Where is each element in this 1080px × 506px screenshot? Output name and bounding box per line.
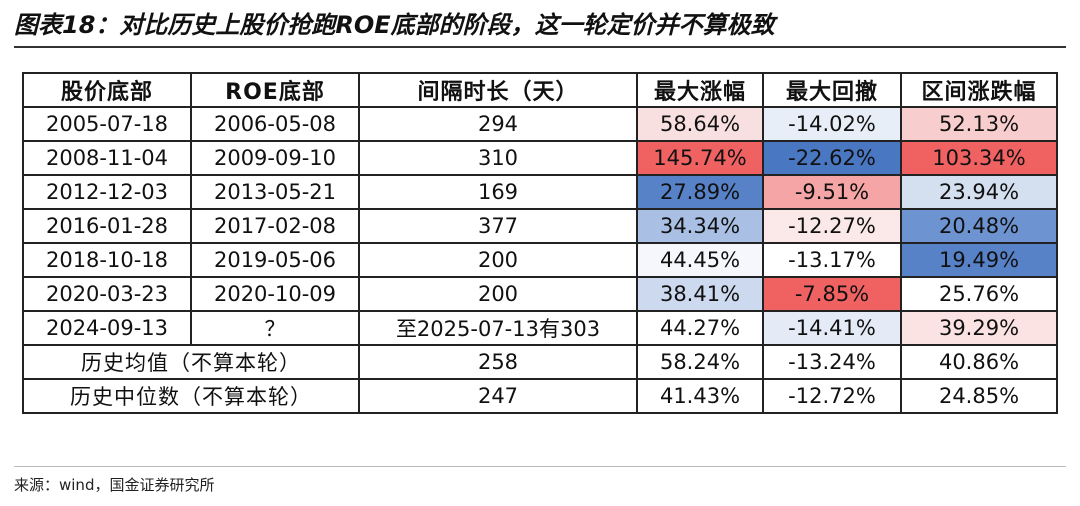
cell-interval: 200: [358, 276, 638, 312]
cell-range-change: 24.85%: [900, 378, 1058, 414]
summary-label: 历史中位数（不算本轮）: [22, 378, 360, 414]
cell-interval: 258: [358, 344, 638, 380]
cell-max-gain: 41.43%: [636, 378, 764, 414]
cell-max-drawdown: -9.51%: [762, 174, 902, 210]
cell-roe-bottom: 2019-05-06: [190, 242, 360, 278]
table-row: 2024-09-13？至2025-07-13有303 44.27% -14.41% 3…: [22, 310, 1058, 346]
header-max-gain: 最大涨幅: [636, 72, 764, 108]
cell-max-gain: 44.45%: [636, 242, 764, 278]
cell-max-gain: 27.89%: [636, 174, 764, 210]
cell-roe-bottom: 2006-05-08: [190, 106, 360, 142]
cell-price-bottom: 2008-11-04: [22, 140, 192, 176]
summary-row: 历史均值（不算本轮） 258 58.24% -13.24% 40.86%: [22, 344, 1058, 380]
table-row: 2012-12-03 2013-05-21 169 27.89% -9.51% 23.94…: [22, 174, 1058, 210]
cell-range-change: 103.34%: [900, 140, 1058, 176]
table-row: 2020-03-23 2020-10-09 200 38.41% -7.85% 25.76…: [22, 276, 1058, 312]
table-row: 2008-11-04 2009-09-10 310 145.74% -22.62% 103…: [22, 140, 1058, 176]
cell-interval: 169: [358, 174, 638, 210]
cell-interval: 294: [358, 106, 638, 142]
cell-interval: 200: [358, 242, 638, 278]
cell-range-change: 19.49%: [900, 242, 1058, 278]
header-range-change: 区间涨跌幅: [900, 72, 1058, 108]
source-note: 来源：wind，国金证券研究所: [14, 476, 215, 494]
cell-max-gain: 34.34%: [636, 208, 764, 244]
table-row: 2005-07-18 2006-05-08 294 58.64% -14.02% 52.1…: [22, 106, 1058, 142]
cell-max-drawdown: -12.72%: [762, 378, 902, 414]
cell-roe-bottom: 2013-05-21: [190, 174, 360, 210]
cell-max-gain: 38.41%: [636, 276, 764, 312]
cell-max-gain: 145.74%: [636, 140, 764, 176]
cell-max-gain: 44.27%: [636, 310, 764, 346]
cell-max-drawdown: -14.02%: [762, 106, 902, 142]
cell-roe-bottom: ？: [190, 310, 360, 346]
cell-price-bottom: 2018-10-18: [22, 242, 192, 278]
summary-label: 历史均值（不算本轮）: [22, 344, 360, 380]
cell-roe-bottom: 2017-02-08: [190, 208, 360, 244]
header-row: 股价底部 ROE底部 间隔时长（天） 最大涨幅 最大回撤 区间涨跌幅: [22, 72, 1058, 108]
cell-max-drawdown: -13.24%: [762, 344, 902, 380]
cell-range-change: 20.48%: [900, 208, 1058, 244]
source-divider: [14, 466, 1066, 467]
cell-max-drawdown: -12.27%: [762, 208, 902, 244]
cell-max-drawdown: -13.17%: [762, 242, 902, 278]
cell-roe-bottom: 2020-10-09: [190, 276, 360, 312]
cell-max-gain: 58.24%: [636, 344, 764, 380]
header-max-drawdown: 最大回撤: [762, 72, 902, 108]
cell-price-bottom: 2024-09-13: [22, 310, 192, 346]
cell-price-bottom: 2005-07-18: [22, 106, 192, 142]
table-row: 2016-01-28 2017-02-08 377 34.34% -12.27% 20.4…: [22, 208, 1058, 244]
summary-row: 历史中位数（不算本轮） 247 41.43% -12.72% 24.85%: [22, 378, 1058, 414]
cell-range-change: 25.76%: [900, 276, 1058, 312]
cell-max-gain: 58.64%: [636, 106, 764, 142]
cell-price-bottom: 2016-01-28: [22, 208, 192, 244]
cell-max-drawdown: -7.85%: [762, 276, 902, 312]
cell-interval: 377: [358, 208, 638, 244]
cell-range-change: 40.86%: [900, 344, 1058, 380]
table-row: 2018-10-18 2019-05-06 200 44.45% -13.17% 19.4…: [22, 242, 1058, 278]
cell-price-bottom: 2012-12-03: [22, 174, 192, 210]
chart-title: 图表18：对比历史上股价抢跑ROE底部的阶段，这一轮定价并不算极致: [14, 11, 775, 39]
header-interval: 间隔时长（天）: [358, 72, 638, 108]
data-table: 股价底部 ROE底部 间隔时长（天） 最大涨幅 最大回撤 区间涨跌幅 2005-…: [22, 72, 1058, 414]
header-price-bottom: 股价底部: [22, 72, 192, 108]
title-divider: [14, 46, 1066, 48]
cell-price-bottom: 2020-03-23: [22, 276, 192, 312]
cell-max-drawdown: -22.62%: [762, 140, 902, 176]
cell-interval: 310: [358, 140, 638, 176]
header-roe-bottom: ROE底部: [190, 72, 360, 108]
cell-range-change: 39.29%: [900, 310, 1058, 346]
cell-interval: 至2025-07-13有303: [358, 310, 638, 346]
cell-max-drawdown: -14.41%: [762, 310, 902, 346]
cell-range-change: 52.13%: [900, 106, 1058, 142]
cell-roe-bottom: 2009-09-10: [190, 140, 360, 176]
cell-interval: 247: [358, 378, 638, 414]
cell-range-change: 23.94%: [900, 174, 1058, 210]
